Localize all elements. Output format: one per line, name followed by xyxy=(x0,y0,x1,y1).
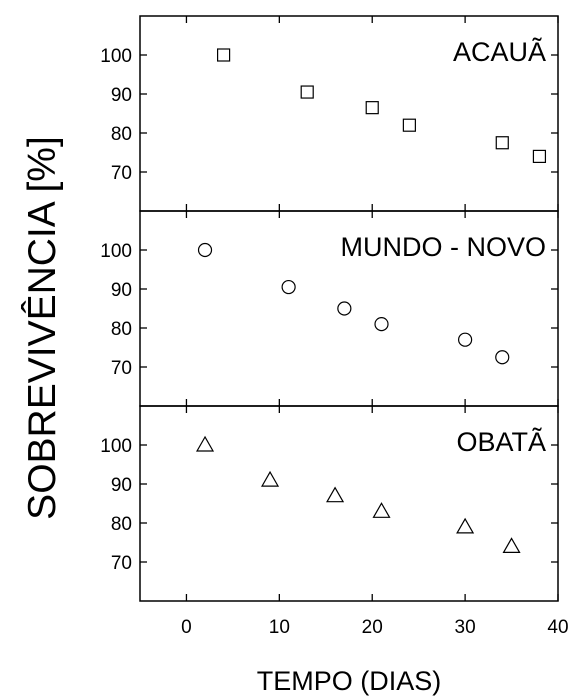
x-axis-label: TEMPO (DIAS) xyxy=(257,666,442,696)
data-point xyxy=(374,317,389,332)
data-point xyxy=(372,502,391,518)
panel-frame xyxy=(139,405,559,602)
data-point xyxy=(532,149,547,163)
panel-1: 70 80 90 100 ACAUÃ xyxy=(100,15,559,212)
x-tick-label: 10 xyxy=(269,617,290,638)
data-point xyxy=(261,470,280,487)
x-tick-label: 30 xyxy=(455,617,476,638)
y-tick-label: 70 xyxy=(111,553,132,574)
x-axis: 0 10 20 30 40 xyxy=(181,617,568,638)
data-point xyxy=(495,136,509,150)
y-tick-label: 90 xyxy=(111,280,132,301)
data-point xyxy=(195,435,215,452)
y-tick-label: 90 xyxy=(111,475,132,496)
data-point xyxy=(365,101,379,115)
data-point xyxy=(502,537,521,554)
panel-title: ACAUÃ xyxy=(453,36,546,67)
data-point xyxy=(281,279,296,295)
y-tick-label: 100 xyxy=(100,241,132,262)
y-tick-label: 90 xyxy=(111,85,132,106)
x-tick-label: 40 xyxy=(547,617,568,638)
panel-title: MUNDO - NOVO xyxy=(341,232,547,262)
x-tick-label: 20 xyxy=(362,617,383,638)
data-point xyxy=(495,350,510,365)
panel-2: 70 80 90 100 MUNDO - NOVO xyxy=(100,210,559,407)
y-tick-label: 70 xyxy=(111,163,132,184)
y-axis-label: SOBREVIVÊNCIA [%] xyxy=(21,136,64,520)
panels: 70 80 90 100 ACAUÃ 70 80 90 100 MUNDO - NOVO 70 80 9… xyxy=(100,15,559,602)
y-tick-label: 70 xyxy=(111,358,132,379)
y-tick-label: 100 xyxy=(100,46,132,67)
y-tick-label: 80 xyxy=(111,514,132,535)
data-point xyxy=(402,118,416,132)
y-tick-label: 80 xyxy=(111,319,132,340)
data-point xyxy=(300,85,314,99)
data-point xyxy=(197,242,213,258)
data-point xyxy=(456,517,475,534)
data-point xyxy=(326,486,345,503)
data-point xyxy=(217,48,231,62)
panel-3: 70 80 90 100 OBATÃ xyxy=(100,405,559,602)
x-tick-label: 0 xyxy=(181,617,192,638)
data-point xyxy=(337,301,352,316)
panel-title: OBATÃ xyxy=(456,426,546,457)
y-tick-label: 100 xyxy=(100,436,132,457)
y-tick-label: 80 xyxy=(111,124,132,145)
data-point xyxy=(458,332,473,347)
